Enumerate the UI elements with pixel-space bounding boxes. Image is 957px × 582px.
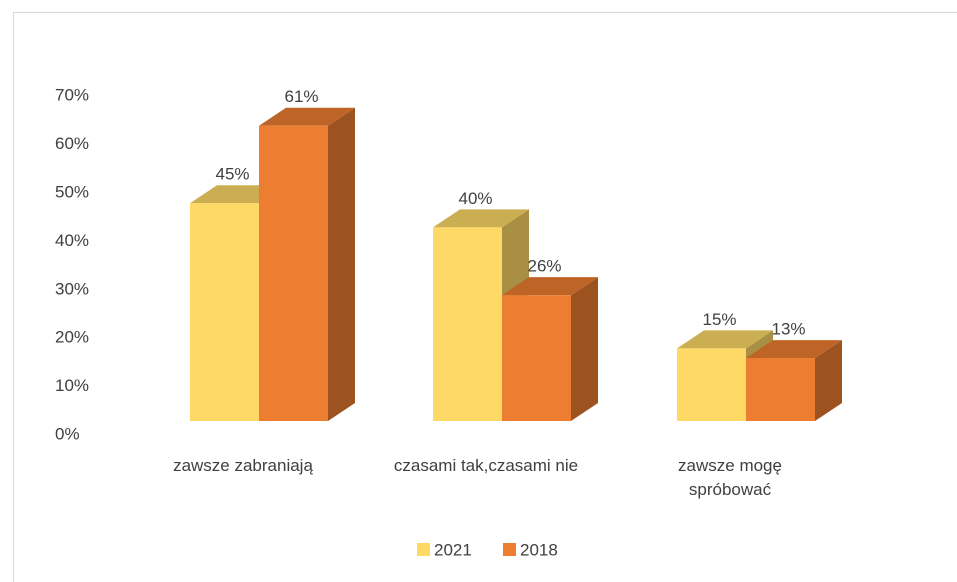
y-tick-label: 30% <box>55 279 89 298</box>
legend-label: 2018 <box>520 540 558 559</box>
y-tick-label: 0% <box>55 424 80 443</box>
bar-top <box>433 209 529 228</box>
y-tick-label: 40% <box>55 231 89 250</box>
x-tick-label: czasami tak,czasami nie <box>393 456 579 475</box>
y-tick-label: 50% <box>55 182 89 201</box>
legend-label: 2021 <box>434 540 472 559</box>
bar-top <box>502 277 598 296</box>
y-tick-label: 70% <box>55 86 89 105</box>
data-label: 40% <box>458 189 492 208</box>
y-tick-label: 10% <box>55 376 89 395</box>
x-tick-label: zawsze zabraniają <box>173 456 313 475</box>
bar <box>746 358 815 421</box>
data-label: 45% <box>215 165 249 184</box>
chart-border <box>13 12 957 582</box>
bar <box>433 227 502 421</box>
bar <box>677 348 746 421</box>
legend-swatch <box>417 543 430 556</box>
bar <box>190 203 259 421</box>
bar <box>259 125 328 421</box>
bar-side <box>815 340 842 421</box>
bar-top <box>746 340 842 359</box>
legend-swatch <box>503 543 516 556</box>
bar-side <box>328 107 355 421</box>
data-label: 15% <box>702 310 736 329</box>
y-tick-label: 60% <box>55 134 89 153</box>
y-tick-label: 20% <box>55 328 89 347</box>
bar <box>502 295 571 421</box>
bar-side <box>571 277 598 421</box>
bar-top <box>259 107 355 126</box>
x-tick-label: zawsze mogę spróbować <box>678 456 782 499</box>
data-label: 61% <box>284 87 318 106</box>
data-label: 13% <box>771 320 805 339</box>
bar-top <box>677 330 773 349</box>
data-label: 26% <box>527 257 561 276</box>
